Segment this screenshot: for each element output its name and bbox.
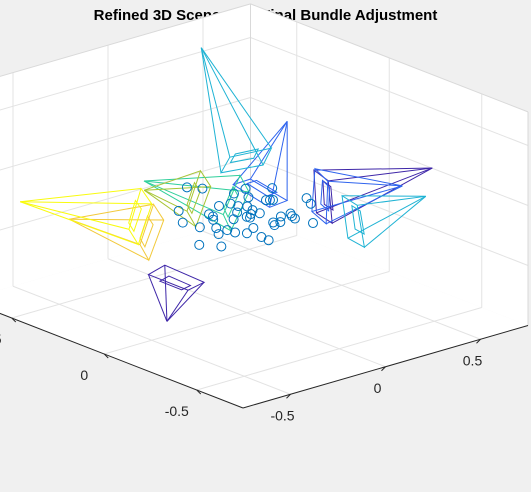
point-marker bbox=[268, 194, 278, 205]
camera-frustum-edge bbox=[143, 180, 224, 215]
point-marker bbox=[275, 211, 286, 222]
x-tick-mark bbox=[286, 393, 291, 399]
camera-frustum-edge bbox=[200, 47, 272, 149]
camera-frustum-edge bbox=[20, 201, 130, 230]
camera-frustum-edge bbox=[69, 218, 150, 261]
camera-frustum-edge bbox=[357, 195, 426, 206]
camera-frustum-edge bbox=[20, 187, 142, 203]
camera-frustum-edge bbox=[166, 281, 205, 322]
point-marker bbox=[264, 194, 275, 205]
grid-line bbox=[104, 271, 390, 355]
point-marker bbox=[225, 198, 236, 209]
x-tick-label: 0 bbox=[374, 380, 382, 396]
grid-line bbox=[0, 157, 251, 231]
camera-frustum-edge bbox=[347, 195, 426, 239]
camera-body bbox=[351, 204, 365, 235]
camera-frustum-edge bbox=[327, 180, 403, 187]
point-marker bbox=[289, 213, 300, 224]
y-tick-mark bbox=[11, 317, 17, 323]
point-marker bbox=[301, 193, 312, 204]
point-marker bbox=[245, 212, 255, 223]
point-marker bbox=[267, 183, 278, 194]
camera-body bbox=[158, 275, 192, 291]
point-marker bbox=[275, 217, 286, 228]
camera-frustum-edge bbox=[143, 174, 241, 182]
point-marker bbox=[308, 218, 318, 229]
point-marker bbox=[269, 220, 280, 231]
point-marker bbox=[228, 188, 239, 199]
camera-body bbox=[229, 148, 260, 164]
point-marker bbox=[194, 239, 205, 250]
y-tick-label: 0 bbox=[80, 367, 88, 383]
camera-frustum-edge bbox=[164, 265, 168, 322]
point-marker bbox=[286, 211, 297, 222]
camera-frustum-edge bbox=[200, 47, 222, 173]
point-marker bbox=[260, 195, 271, 206]
camera-frustum-edge bbox=[20, 201, 152, 205]
point-marker bbox=[181, 182, 192, 193]
point-marker bbox=[211, 223, 222, 234]
back-wall-pane bbox=[0, 3, 251, 291]
camera-frustum-edge bbox=[200, 47, 231, 158]
camera-frustum-edge bbox=[20, 201, 139, 246]
point-marker bbox=[173, 205, 184, 216]
camera-body bbox=[128, 199, 142, 233]
grid-line bbox=[250, 37, 529, 146]
grid-line bbox=[0, 97, 251, 171]
camera-frustum-edge bbox=[144, 170, 201, 191]
camera-frustum-edge bbox=[147, 274, 168, 322]
box-edge bbox=[0, 3, 251, 77]
camera-body bbox=[246, 179, 278, 197]
point-marker bbox=[214, 200, 224, 211]
camera-frustum-edge bbox=[249, 121, 288, 180]
camera-frustum-edge bbox=[144, 186, 211, 191]
point-marker bbox=[241, 228, 252, 239]
floor-pane bbox=[0, 217, 528, 408]
camera-frustum-edge bbox=[200, 47, 264, 166]
camera-frustum-edge bbox=[69, 218, 164, 221]
point-marker bbox=[194, 222, 205, 233]
y-tick-mark bbox=[103, 353, 109, 359]
point-marker bbox=[232, 207, 243, 218]
x-tick-label: -0.5 bbox=[270, 407, 294, 423]
point-marker bbox=[197, 183, 208, 194]
box-edge bbox=[250, 3, 529, 113]
point-marker bbox=[233, 201, 244, 212]
x-tick-label: 0.5 bbox=[463, 352, 483, 368]
y-tick-label: 0.5 bbox=[0, 331, 2, 347]
point-marker bbox=[213, 229, 224, 240]
point-marker bbox=[230, 227, 241, 238]
camera-frustum-edge bbox=[316, 167, 433, 214]
camera-frustum-edge bbox=[144, 189, 188, 212]
camera-frustum-edge bbox=[166, 289, 189, 322]
y-tick-mark bbox=[196, 389, 202, 395]
camera-frustum-edge bbox=[342, 195, 426, 197]
point-marker bbox=[263, 235, 274, 246]
x-tick-mark bbox=[381, 366, 386, 372]
camera-frustum-edge bbox=[328, 167, 433, 182]
camera-frustum-edge bbox=[314, 168, 403, 187]
point-marker bbox=[177, 217, 188, 228]
grid-line bbox=[196, 307, 482, 391]
camera-body bbox=[320, 179, 331, 212]
camera-frustum-edge bbox=[313, 167, 433, 171]
point-marker bbox=[248, 222, 259, 233]
camera-frustum-edge bbox=[364, 195, 427, 248]
camera-frustum-edge bbox=[311, 185, 403, 212]
point-marker bbox=[256, 232, 267, 243]
point-marker bbox=[216, 241, 227, 252]
x-tick-mark bbox=[476, 338, 481, 344]
point-marker bbox=[268, 217, 279, 228]
y-tick-label: -0.5 bbox=[165, 403, 189, 419]
camera-frustum-edge bbox=[232, 121, 288, 185]
point-marker bbox=[204, 209, 214, 220]
point-marker bbox=[243, 192, 254, 203]
grid-line bbox=[250, 97, 529, 206]
point-marker bbox=[222, 225, 233, 236]
grid-line bbox=[250, 157, 529, 266]
